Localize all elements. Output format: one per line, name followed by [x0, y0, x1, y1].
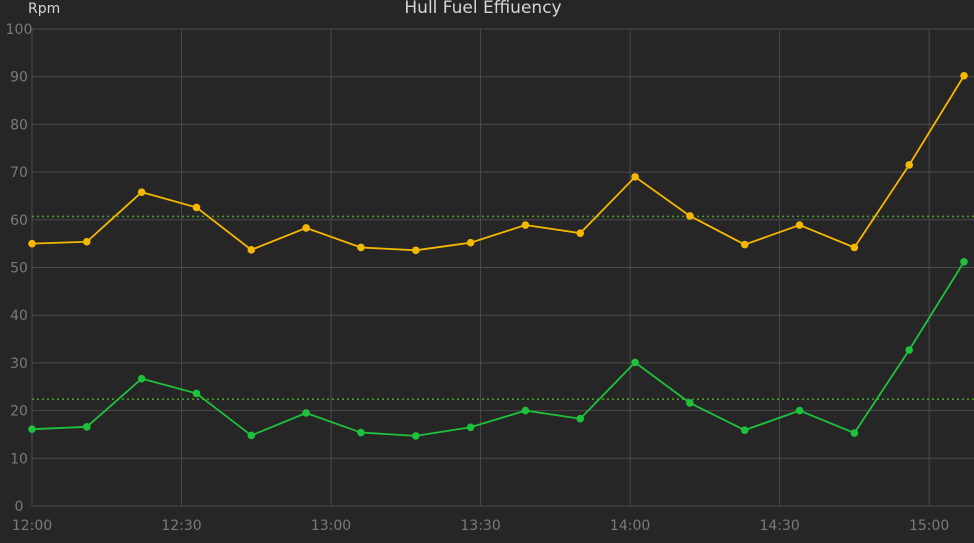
y-tick-label: 70 [10, 165, 28, 181]
series-2-point [521, 406, 530, 415]
series-2-point [137, 374, 146, 383]
y-axis-ticks: 0 10 20 30 40 50 60 70 80 90 100 [6, 22, 33, 515]
y-tick-label: 60 [10, 213, 28, 229]
series-2-point [302, 409, 310, 417]
y-tick-label: 0 [15, 499, 24, 515]
series-1-point [83, 237, 91, 246]
series-1-point [411, 246, 420, 255]
x-tick-label: 14:00 [610, 518, 650, 534]
series-1-point [192, 203, 201, 212]
series-1-point [302, 224, 310, 232]
y-tick-label: 10 [10, 451, 28, 467]
series-2-point [247, 431, 256, 440]
x-tick-label: 14:30 [759, 518, 799, 534]
series-1-line [31, 75, 965, 252]
series-1-point [247, 246, 256, 254]
series-1-point [576, 229, 585, 237]
series-group [28, 71, 968, 440]
series-1-point [960, 71, 968, 80]
series-1-point [137, 188, 146, 196]
series-2-point [686, 399, 694, 407]
y-axis-label: Rpm [28, 1, 61, 17]
y-tick-label: 80 [10, 117, 28, 133]
series-2-point [740, 426, 749, 434]
series-1-point [521, 221, 530, 229]
series-2-point [411, 432, 420, 440]
series-2-point [905, 346, 914, 354]
grid-lines [31, 28, 974, 507]
chart-title: Hull Fuel Effiuency [404, 0, 562, 18]
series-2-line [31, 261, 965, 437]
series-2-point [631, 358, 639, 367]
series-2-point [960, 257, 968, 266]
y-tick-label: 90 [10, 70, 28, 86]
x-tick-label: 13:30 [460, 518, 500, 534]
series-1-point [686, 212, 694, 220]
series-2-point [466, 423, 475, 432]
series-1-point [466, 238, 475, 247]
series-2-point [850, 429, 859, 437]
series-1-point [28, 239, 36, 248]
x-tick-label: 12:30 [161, 518, 201, 534]
y-tick-label: 20 [10, 404, 28, 420]
x-tick-label: 12:00 [12, 518, 52, 534]
y-tick-label: 50 [10, 261, 28, 277]
x-tick-label: 15:00 [909, 518, 949, 534]
series-1-point [357, 243, 365, 252]
series-1-point [905, 161, 914, 169]
y-tick-label: 100 [6, 22, 33, 38]
reference-lines [32, 215, 974, 400]
series-1-point [740, 240, 749, 249]
x-tick-label: 13:00 [311, 518, 351, 534]
y-tick-label: 30 [10, 356, 28, 372]
x-axis-ticks: 12:00 12:30 13:00 13:30 14:00 14:30 15:00 [12, 518, 950, 534]
series-1-point [631, 173, 639, 181]
series-1-point [795, 221, 804, 229]
series-2-point [795, 406, 804, 415]
series-2-point [576, 414, 585, 423]
series-2-point [28, 425, 36, 434]
y-tick-label: 40 [10, 308, 28, 324]
series-1-point [850, 243, 859, 252]
series-2-point [192, 389, 201, 398]
series-2-point [357, 428, 365, 437]
series-2-point [83, 423, 91, 431]
